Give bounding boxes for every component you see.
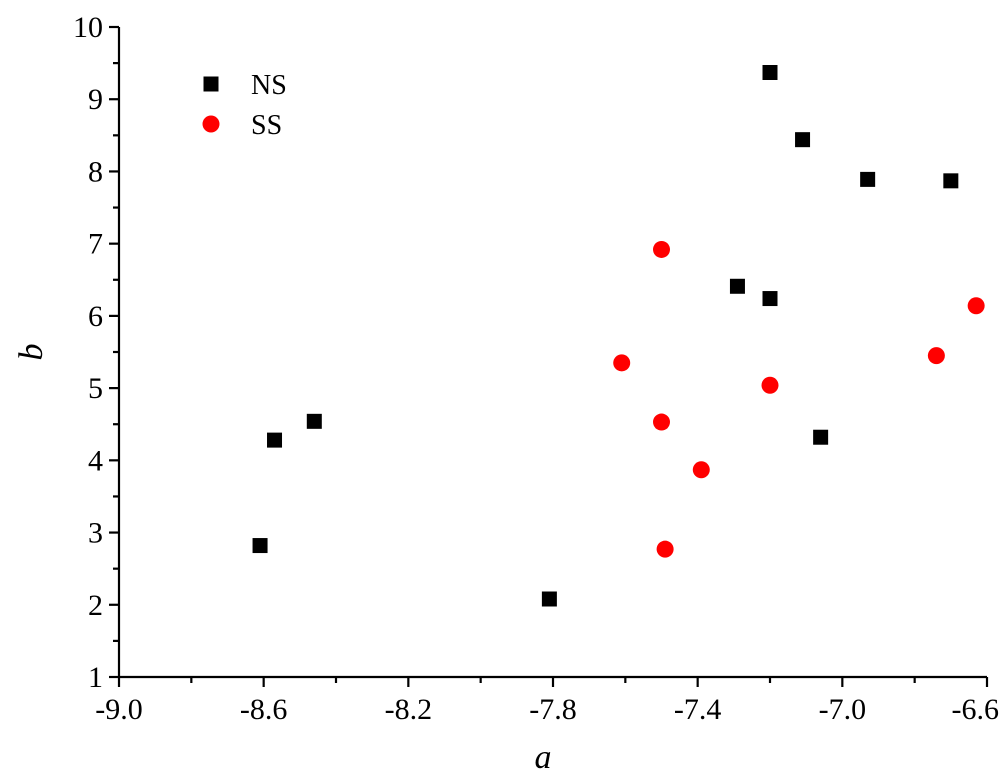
x-tick-label: -8.2 <box>385 693 433 726</box>
y-tick-label: 3 <box>88 517 103 550</box>
data-point-ns <box>943 173 959 189</box>
y-tick-label: 9 <box>88 83 103 116</box>
data-point-ns <box>762 291 778 307</box>
x-axis-title: a <box>535 739 552 776</box>
data-point-ss <box>613 354 631 372</box>
y-tick-label: 2 <box>88 589 103 622</box>
series-ns <box>252 65 959 607</box>
x-tick-label: -6.6 <box>952 693 1000 726</box>
data-point-ns <box>762 65 778 80</box>
data-point-ns <box>252 538 268 554</box>
series-ss <box>613 240 985 558</box>
legend-label-ns: NS <box>251 70 287 101</box>
y-tick-label: 7 <box>88 228 103 261</box>
y-tick-label: 10 <box>73 11 103 44</box>
data-point-ns <box>541 591 557 607</box>
y-tick-label: 8 <box>88 155 103 188</box>
x-tick-label: -7.0 <box>819 693 867 726</box>
x-tick-label: -7.8 <box>529 693 577 726</box>
data-point-ns <box>860 171 876 187</box>
data-point-ns <box>306 413 322 429</box>
data-point-ss <box>927 347 945 365</box>
plot-marks <box>252 65 985 607</box>
data-point-ss <box>653 413 670 431</box>
data-point-ss <box>967 297 985 315</box>
legend-label-ss: SS <box>251 110 282 141</box>
y-axis-title: b <box>13 344 50 361</box>
data-point-ns <box>267 432 283 448</box>
data-point-ns <box>795 132 811 148</box>
axes: -9.0 -8.6 -8.2 -7.8 -7.4 -7.0 -6.6 1 2 3 4 5 6 7 8 9 10 <box>73 11 999 726</box>
legend-marker-ns <box>203 76 219 92</box>
legend: NS SS <box>202 70 287 141</box>
y-tick-label: 4 <box>88 444 103 477</box>
data-point-ss <box>653 240 670 258</box>
data-point-ns <box>813 429 829 445</box>
data-point-ss <box>761 376 779 394</box>
y-tick-label: 5 <box>88 372 103 405</box>
legend-marker-ss <box>202 115 220 133</box>
x-tick-label: -9.0 <box>95 693 143 726</box>
x-tick-label: -7.4 <box>674 693 722 726</box>
data-point-ss <box>656 540 674 558</box>
data-point-ns <box>729 278 745 294</box>
y-tick-label: 1 <box>88 661 103 694</box>
data-point-ss <box>692 461 710 479</box>
y-tick-label: 6 <box>88 300 103 333</box>
x-tick-label: -8.6 <box>240 693 288 726</box>
